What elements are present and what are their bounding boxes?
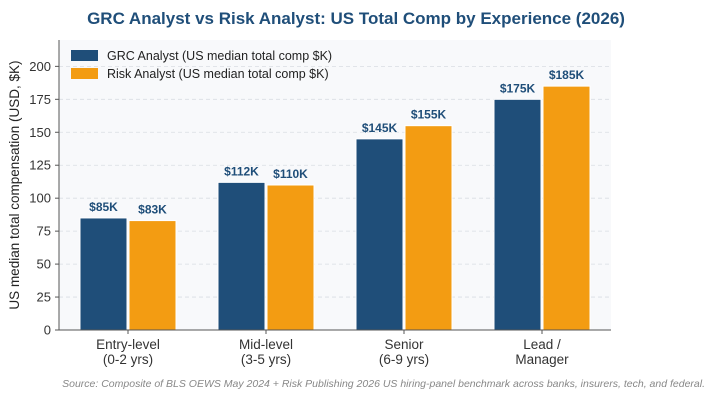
bar-value-label: $185K: [549, 68, 585, 82]
y-tick-label: 175: [29, 92, 51, 107]
x-tick-label: Manager: [515, 352, 569, 367]
chart-title: GRC Analyst vs Risk Analyst: US Total Co…: [87, 9, 625, 28]
legend-swatch: [71, 50, 98, 61]
y-tick-label: 0: [44, 323, 51, 338]
bars: [79, 85, 591, 331]
y-tick-label: 50: [37, 257, 51, 272]
bar: [128, 220, 177, 331]
axes: 0 25 50 75 100 125 150 175 200 Entry-level(0-2 yr…: [29, 40, 611, 367]
y-tick-label: 125: [29, 158, 51, 173]
legend-swatch: [71, 68, 98, 79]
bar-value-label: $145K: [362, 121, 398, 135]
bar-value-label: $175K: [500, 81, 536, 95]
bar: [79, 217, 128, 331]
bar-value-label: $155K: [411, 108, 447, 122]
y-tick-label: 200: [29, 59, 51, 74]
legend-label: Risk Analyst (US median total comp $K): [107, 67, 329, 81]
bar-value-label: $85K: [89, 200, 118, 214]
bar-value-label: $112K: [224, 164, 259, 178]
bar: [217, 181, 266, 331]
bar-value-label: $83K: [138, 203, 167, 217]
bar-labels: $85K $83K $112K $110K $145K $155K $175K $185K: [89, 68, 584, 216]
bar: [542, 85, 591, 331]
x-tick-label: Mid-level: [239, 337, 293, 352]
x-tick-label: (0-2 yrs): [103, 352, 153, 367]
bar: [266, 184, 315, 331]
legend: GRC Analyst (US median total comp $K) Ris…: [71, 49, 332, 81]
x-tick-label: (6-9 yrs): [379, 352, 429, 367]
bar-value-label: $110K: [273, 167, 308, 181]
x-tick-label: Senior: [384, 337, 424, 352]
x-tick-label: Entry-level: [96, 337, 160, 352]
y-tick-label: 150: [29, 125, 51, 140]
y-tick-label: 75: [37, 224, 51, 239]
y-tick-label: 100: [29, 191, 51, 206]
bar: [355, 138, 404, 331]
x-tick-label: (3-5 yrs): [241, 352, 291, 367]
x-tick-label: Lead /: [523, 337, 561, 352]
bar: [404, 125, 453, 331]
y-tick-label: 25: [37, 290, 51, 305]
source-note: Source: Composite of BLS OEWS May 2024 +…: [62, 378, 705, 390]
legend-label: GRC Analyst (US median total comp $K): [107, 49, 332, 63]
y-axis-label: US median total compensation (USD, $K): [7, 60, 22, 309]
bar: [493, 98, 542, 331]
